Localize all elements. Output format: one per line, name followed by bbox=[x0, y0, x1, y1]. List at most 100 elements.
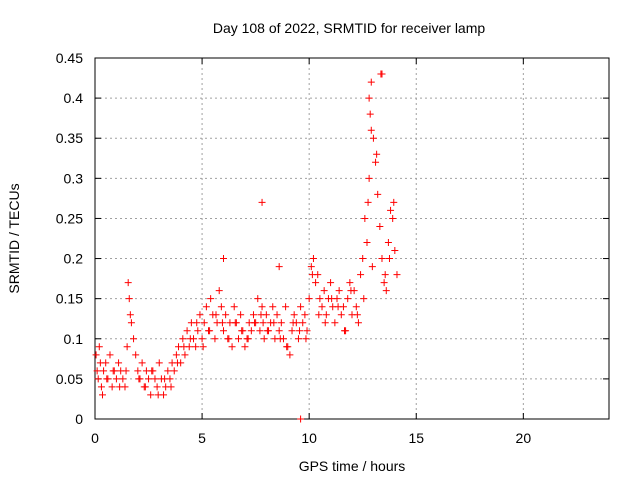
data-point bbox=[391, 247, 399, 255]
data-point bbox=[183, 327, 191, 335]
data-point bbox=[389, 214, 397, 222]
y-tick-label: 0.2 bbox=[64, 251, 84, 267]
data-point bbox=[357, 271, 365, 279]
data-point bbox=[283, 343, 291, 351]
data-point bbox=[258, 303, 266, 311]
data-point bbox=[273, 311, 281, 319]
data-point bbox=[241, 343, 249, 351]
data-point bbox=[387, 206, 395, 214]
data-point bbox=[365, 94, 373, 102]
data-point bbox=[322, 311, 330, 319]
data-point bbox=[393, 271, 401, 279]
data-point bbox=[179, 335, 187, 343]
data-point bbox=[335, 287, 343, 295]
data-point bbox=[217, 303, 225, 311]
x-tick-label: 10 bbox=[301, 430, 317, 446]
data-point bbox=[353, 311, 361, 319]
data-point bbox=[376, 222, 384, 230]
data-point bbox=[237, 311, 245, 319]
data-point bbox=[116, 383, 124, 391]
data-point bbox=[93, 367, 101, 375]
data-point bbox=[194, 327, 202, 335]
data-point bbox=[231, 319, 239, 327]
data-point bbox=[331, 319, 339, 327]
data-point bbox=[263, 327, 271, 335]
x-tick-label: 20 bbox=[516, 430, 532, 446]
data-point bbox=[212, 311, 220, 319]
data-point bbox=[372, 158, 380, 166]
data-point bbox=[225, 335, 233, 343]
data-point bbox=[360, 295, 368, 303]
data-point bbox=[127, 319, 135, 327]
data-point bbox=[145, 375, 153, 383]
data-point bbox=[380, 279, 388, 287]
data-point bbox=[192, 343, 200, 351]
data-point bbox=[297, 415, 305, 423]
data-point bbox=[369, 134, 377, 142]
data-point bbox=[334, 303, 342, 311]
data-point bbox=[200, 319, 208, 327]
data-point bbox=[132, 351, 140, 359]
data-point bbox=[154, 391, 162, 399]
data-point bbox=[164, 367, 172, 375]
data-point bbox=[321, 319, 329, 327]
data-point bbox=[365, 174, 373, 182]
data-point bbox=[254, 295, 262, 303]
data-point bbox=[215, 287, 223, 295]
grid bbox=[95, 58, 609, 419]
data-point bbox=[124, 279, 132, 287]
data-point bbox=[135, 375, 143, 383]
data-point bbox=[153, 383, 161, 391]
data-point bbox=[202, 303, 210, 311]
data-point bbox=[373, 150, 381, 158]
data-point bbox=[244, 335, 252, 343]
data-point bbox=[270, 319, 278, 327]
data-point bbox=[308, 271, 316, 279]
data-point bbox=[299, 319, 307, 327]
data-point bbox=[367, 78, 375, 86]
data-point bbox=[302, 335, 310, 343]
data-point bbox=[378, 70, 386, 78]
data-point bbox=[167, 383, 175, 391]
data-point bbox=[328, 295, 336, 303]
data-point bbox=[211, 335, 219, 343]
data-point bbox=[363, 239, 371, 247]
data-point bbox=[119, 375, 127, 383]
data-point bbox=[98, 391, 106, 399]
data-point bbox=[206, 327, 214, 335]
data-point bbox=[341, 327, 349, 335]
data-point bbox=[141, 383, 149, 391]
data-point bbox=[238, 327, 246, 335]
data-point bbox=[95, 343, 103, 351]
data-point bbox=[228, 343, 236, 351]
data-point bbox=[303, 327, 311, 335]
data-point bbox=[269, 303, 277, 311]
data-point bbox=[315, 311, 323, 319]
data-point bbox=[170, 367, 178, 375]
data-point bbox=[126, 311, 134, 319]
data-point bbox=[94, 375, 102, 383]
data-point bbox=[199, 343, 207, 351]
data-point bbox=[381, 271, 389, 279]
data-point bbox=[256, 327, 264, 335]
data-point bbox=[249, 311, 257, 319]
data-point bbox=[234, 335, 242, 343]
data-point bbox=[296, 327, 304, 335]
data-point bbox=[122, 367, 130, 375]
data-point bbox=[297, 303, 305, 311]
data-point bbox=[337, 311, 345, 319]
y-axis-label: SRMTID / TECUs bbox=[6, 183, 22, 293]
x-tick-label: 0 bbox=[91, 430, 99, 446]
y-tick-label: 0.45 bbox=[56, 50, 83, 66]
data-point bbox=[96, 359, 104, 367]
data-point bbox=[354, 319, 362, 327]
data-point bbox=[361, 214, 369, 222]
data-point bbox=[161, 375, 169, 383]
data-point bbox=[193, 319, 201, 327]
data-point bbox=[151, 375, 159, 383]
x-tick-label: 15 bbox=[408, 430, 424, 446]
data-point bbox=[222, 311, 230, 319]
axis-ticks: 0 5 10 15 20 0 0.05 0.1 0.15 0.2 0.25 0.3 0.35 0.4 0.4… bbox=[56, 50, 609, 446]
x-axis-label: GPS time / hours bbox=[299, 458, 406, 474]
